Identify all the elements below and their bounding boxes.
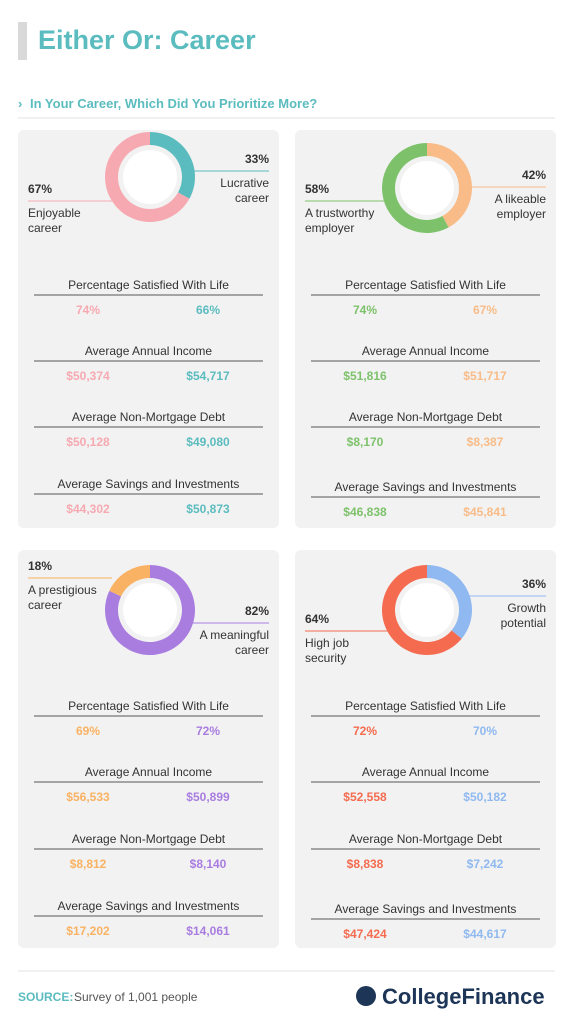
stat-heading: Average Annual Income: [361, 344, 490, 358]
stat-heading: Average Savings and Investments: [57, 477, 240, 491]
pct-label: 42%: [521, 168, 546, 182]
stat-heading: Average Annual Income: [361, 765, 490, 779]
stat-value: $49,080: [186, 435, 230, 449]
stat-value: 74%: [75, 303, 101, 317]
category-label: A trustworthy employer: [305, 206, 375, 235]
subtitle: In Your Career, Which Did You Prioritize…: [30, 96, 318, 111]
stat-value: 74%: [352, 303, 378, 317]
stat-value: $50,873: [186, 502, 230, 516]
chevron: ›: [18, 96, 23, 111]
stat-heading: Average Non-Mortgage Debt: [348, 832, 503, 846]
category-label: High job security: [305, 636, 350, 665]
stat-value: $52,558: [343, 790, 387, 804]
stat-value: $54,717: [186, 369, 230, 383]
title: Either Or: Career: [38, 25, 256, 55]
donut-slice: [382, 143, 449, 234]
stat-heading: Average Savings and Investments: [334, 480, 517, 494]
category-label: Growth potential: [500, 601, 546, 630]
logo-icon: [356, 986, 376, 1006]
stat-value: 72%: [195, 724, 221, 738]
source-label: SOURCE:: [18, 990, 74, 1004]
donut-slice: [427, 565, 472, 639]
donut-slice: [150, 132, 196, 199]
stat-value: $8,140: [189, 857, 227, 871]
stat-heading: Percentage Satisfied With Life: [68, 699, 229, 713]
stat-value: $44,617: [463, 927, 507, 941]
stat-value: $14,061: [186, 924, 230, 938]
stat-heading: Average Savings and Investments: [334, 902, 517, 916]
logo: CollegeFinance: [382, 984, 545, 1009]
stat-value: $47,424: [343, 927, 387, 941]
stat-value: $50,128: [66, 435, 110, 449]
pct-label: 33%: [244, 152, 269, 166]
pct-label: 58%: [305, 182, 330, 196]
stat-heading: Average Non-Mortgage Debt: [71, 410, 226, 424]
donut-icon: [123, 583, 177, 637]
pct-label: 36%: [521, 577, 546, 591]
donut-icon: [400, 583, 454, 637]
donut-slice: [109, 565, 150, 597]
stat-value: 67%: [472, 303, 498, 317]
donut-slice: [427, 143, 473, 228]
stat-heading: Average Savings and Investments: [57, 899, 240, 913]
pct-label: 82%: [244, 604, 269, 618]
stat-value: $45,841: [463, 505, 507, 519]
stat-value: $8,387: [466, 435, 504, 449]
stat-heading: Average Non-Mortgage Debt: [71, 832, 226, 846]
category-label: A likeable employer: [494, 192, 546, 221]
pct-label: 67%: [28, 182, 53, 196]
stat-value: $8,170: [346, 435, 384, 449]
stat-heading: Percentage Satisfied With Life: [345, 278, 506, 292]
category-label: A meaningful career: [199, 628, 269, 657]
stat-value: $50,899: [186, 790, 230, 804]
stat-value: $51,717: [463, 369, 507, 383]
donut-slice: [382, 565, 462, 655]
stat-heading: Average Annual Income: [84, 344, 213, 358]
stat-value: 72%: [352, 724, 378, 738]
source: Survey of 1,001 people: [74, 990, 198, 1004]
stat-value: $50,374: [66, 369, 110, 383]
stat-value: $46,838: [343, 505, 387, 519]
pct-label: 18%: [28, 559, 53, 573]
stat-value: $51,816: [343, 369, 387, 383]
stat-heading: Percentage Satisfied With Life: [68, 278, 229, 292]
panel: [18, 130, 279, 528]
stat-heading: Average Annual Income: [84, 765, 213, 779]
stat-value: $7,242: [466, 857, 504, 871]
stat-value: $56,533: [66, 790, 110, 804]
stat-value: $17,202: [66, 924, 110, 938]
stat-heading: Percentage Satisfied With Life: [345, 699, 506, 713]
donut-icon: [400, 161, 454, 215]
stat-value: $8,838: [346, 857, 384, 871]
category-label: A prestigious career: [28, 583, 97, 612]
stat-value: $50,182: [463, 790, 507, 804]
pct-label: 64%: [305, 612, 330, 626]
category-label: Lucrative career: [220, 176, 269, 205]
stat-value: 70%: [472, 724, 498, 738]
category-label: Enjoyable career: [28, 206, 81, 235]
stat-value: $44,302: [66, 502, 110, 516]
donut-slice: [105, 132, 190, 223]
panel: [295, 130, 556, 528]
donut-icon: [123, 150, 177, 204]
stat-value: 69%: [75, 724, 101, 738]
stat-heading: Average Non-Mortgage Debt: [348, 410, 503, 424]
stat-value: $8,812: [69, 857, 107, 871]
title-bar: [18, 22, 27, 60]
stat-value: 66%: [195, 303, 221, 317]
